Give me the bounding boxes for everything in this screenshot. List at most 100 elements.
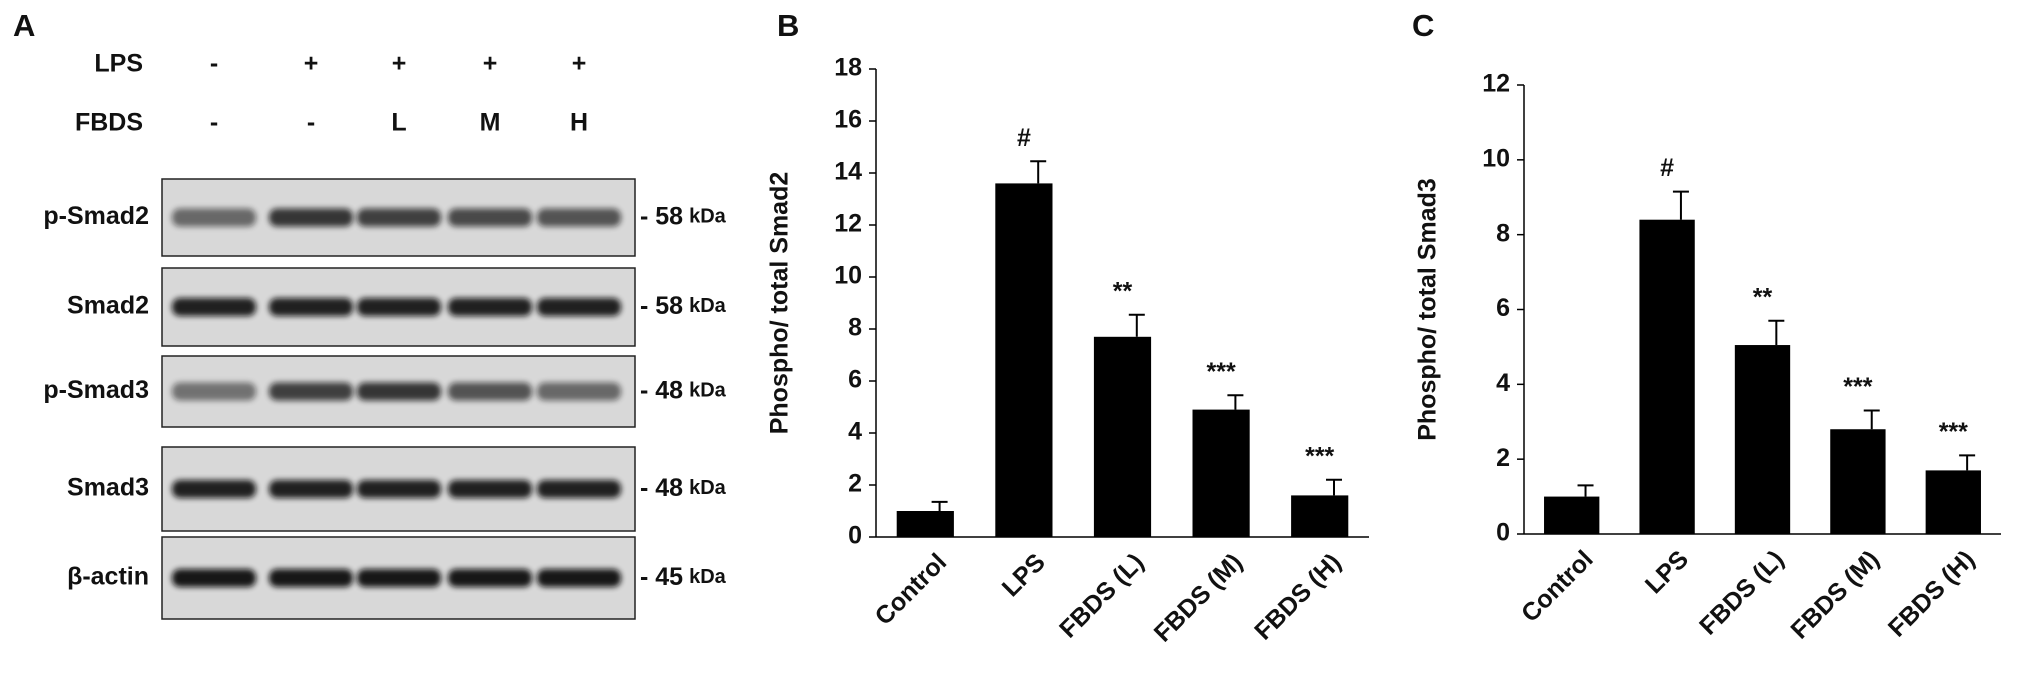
band	[448, 298, 532, 316]
y-tick-label: 0	[848, 522, 862, 550]
y-tick-label: 8	[848, 314, 862, 342]
lane-label: +	[572, 50, 587, 78]
x-tick-label: LPS	[997, 548, 1051, 602]
bar	[1639, 219, 1695, 534]
band	[448, 569, 532, 587]
lane-label: -	[210, 50, 218, 78]
band	[537, 480, 621, 498]
lane-label: -	[210, 109, 218, 137]
y-tick-label: 16	[834, 106, 862, 134]
error-bar	[1128, 313, 1145, 337]
marker-unit: kDa	[689, 295, 727, 317]
row-label: p-Smad2	[43, 202, 149, 230]
y-axis-label: Phospho/ total Smad2	[766, 172, 794, 435]
band	[448, 382, 532, 401]
band	[269, 298, 353, 316]
row-label: Smad3	[67, 474, 149, 502]
band	[269, 208, 353, 227]
panel-letter: B	[777, 8, 799, 43]
marker-value: - 48	[640, 474, 683, 502]
y-tick-label: 18	[834, 54, 862, 82]
y-tick-label: 12	[834, 210, 862, 238]
x-tick-label: FBDS (M)	[1149, 548, 1248, 647]
annotation: **	[1753, 283, 1773, 311]
annotation: ***	[1305, 442, 1334, 470]
error-bar	[1768, 319, 1785, 346]
y-axis-label: Phospho/ total Smad3	[1414, 178, 1442, 441]
bar	[1192, 409, 1250, 537]
x-tick-label: FBDS (L)	[1694, 545, 1789, 640]
x-tick-label: FBDS (H)	[1883, 545, 1980, 642]
annotation: ***	[1207, 358, 1236, 386]
y-tick-label: 10	[834, 262, 862, 290]
marker-unit: kDa	[689, 380, 727, 402]
treatment-label: LPS	[94, 50, 143, 78]
bar	[995, 183, 1053, 537]
error-bar	[1577, 484, 1594, 497]
lane-label: +	[304, 50, 319, 78]
band	[172, 382, 256, 401]
marker-unit: kDa	[689, 566, 727, 588]
x-tick-label: Control	[1516, 545, 1599, 628]
band	[357, 382, 441, 401]
lane-label: H	[570, 109, 588, 137]
y-tick-label: 10	[1482, 144, 1510, 172]
panel-letter: C	[1412, 8, 1434, 43]
row-label: p-Smad3	[43, 376, 149, 404]
x-tick-label: LPS	[1640, 545, 1694, 599]
bar	[1544, 496, 1600, 534]
error-bar	[1030, 160, 1047, 184]
band	[357, 208, 441, 227]
row-label: β-actin	[67, 563, 149, 591]
band	[448, 480, 532, 498]
y-tick-label: 0	[1496, 519, 1510, 547]
bar	[1291, 495, 1349, 537]
marker-unit: kDa	[689, 477, 727, 499]
annotation: **	[1113, 277, 1133, 305]
panel-letter: A	[13, 8, 35, 43]
marker-value: - 58	[640, 202, 683, 230]
band	[269, 569, 353, 587]
marker-label: - 48 kDa	[640, 376, 727, 404]
marker-value: - 58	[640, 292, 683, 320]
error-bar	[931, 500, 948, 511]
band	[172, 298, 256, 316]
band	[172, 569, 256, 587]
error-bar	[1227, 394, 1244, 410]
band	[357, 480, 441, 498]
y-tick-label: 2	[848, 470, 862, 498]
x-tick-label: FBDS (M)	[1785, 545, 1884, 644]
error-bar	[1326, 478, 1342, 496]
annotation: ***	[1939, 418, 1968, 446]
bar	[1093, 336, 1152, 537]
lane-label: -	[307, 109, 315, 137]
lane-label: +	[483, 50, 498, 78]
error-bar	[1863, 409, 1880, 430]
x-tick-label: FBDS (H)	[1249, 548, 1346, 645]
error-bar	[1672, 190, 1689, 220]
y-tick-label: 6	[848, 366, 862, 394]
marker-label: - 58 kDa	[640, 292, 727, 320]
y-tick-label: 14	[834, 158, 862, 186]
y-tick-label: 4	[1496, 369, 1510, 397]
annotation: #	[1017, 124, 1031, 152]
band	[172, 480, 256, 498]
y-tick-label: 2	[1496, 444, 1510, 472]
bar	[896, 511, 954, 537]
x-tick-label: Control	[870, 548, 953, 631]
y-tick-label: 4	[848, 418, 862, 446]
x-tick-label: FBDS (L)	[1054, 548, 1149, 643]
band	[537, 382, 621, 401]
band	[537, 298, 621, 316]
lane-label: M	[480, 109, 501, 137]
band	[172, 208, 256, 227]
error-bar	[1959, 454, 1976, 471]
band	[537, 569, 621, 587]
treatment-label: FBDS	[75, 109, 143, 137]
annotation: #	[1660, 154, 1674, 182]
y-tick-label: 6	[1496, 294, 1510, 322]
marker-label: - 58 kDa	[640, 202, 727, 230]
band	[269, 382, 353, 401]
band	[357, 569, 441, 587]
band	[448, 208, 532, 227]
